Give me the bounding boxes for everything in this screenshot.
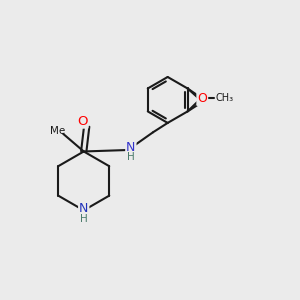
Text: CH₃: CH₃ — [215, 94, 234, 103]
Text: H: H — [80, 214, 88, 224]
Text: N: N — [79, 202, 88, 215]
Text: Me: Me — [50, 126, 65, 136]
Text: O: O — [197, 92, 207, 105]
Text: O: O — [77, 115, 88, 128]
Text: N: N — [126, 141, 136, 154]
Text: H: H — [127, 152, 135, 162]
